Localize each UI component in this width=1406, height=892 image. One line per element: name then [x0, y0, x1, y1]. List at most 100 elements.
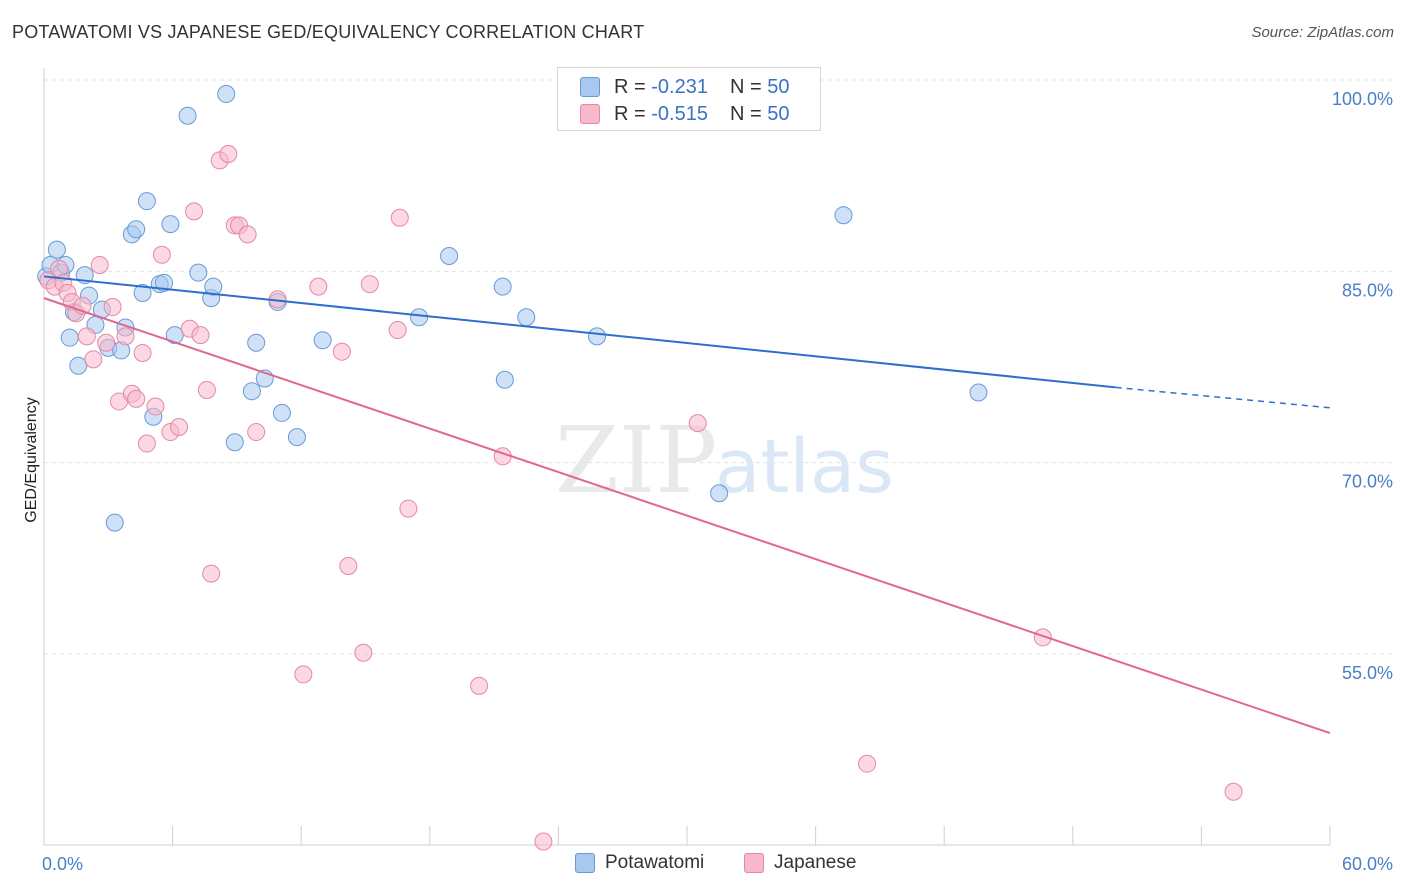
japanese-point[interactable] [202, 564, 221, 583]
potawatomi-point[interactable] [189, 263, 208, 282]
x-tick-label: 60.0% [1342, 854, 1393, 874]
japanese-point[interactable] [399, 499, 418, 518]
tick-labels: 100.0% 85.0% 70.0% 55.0% 0.0% 60.0% [42, 89, 1393, 874]
potawatomi-point[interactable] [440, 247, 459, 266]
potawatomi-point[interactable] [60, 328, 79, 347]
japanese-point[interactable] [77, 327, 96, 346]
r-value: -0.515 [651, 102, 708, 125]
chart-title: POTAWATOMI VS JAPANESE GED/EQUIVALENCY C… [12, 22, 645, 42]
potawatomi-swatch [580, 77, 600, 97]
potawatomi-point[interactable] [587, 327, 606, 346]
japanese-point[interactable] [1033, 628, 1052, 647]
potawatomi-point[interactable] [105, 513, 124, 532]
japanese-legend-label: Japanese [774, 852, 857, 873]
potawatomi-point[interactable] [834, 206, 853, 225]
n-label: N = [729, 102, 762, 125]
potawatomi-point[interactable] [272, 403, 291, 422]
y-tick-label: 100.0% [1332, 89, 1393, 109]
y-tick-label: 70.0% [1342, 472, 1393, 492]
japanese-point[interactable] [858, 754, 877, 773]
japanese-point[interactable] [247, 423, 266, 442]
japanese-point[interactable] [238, 225, 257, 244]
n-label: N = [729, 75, 762, 98]
japanese-point[interactable] [90, 255, 109, 274]
r-value: -0.231 [651, 75, 708, 98]
japanese-point[interactable] [127, 389, 146, 408]
potawatomi-point[interactable] [127, 220, 146, 239]
potawatomi-point[interactable] [133, 284, 152, 303]
japanese-point[interactable] [191, 326, 210, 345]
potawatomi-point[interactable] [69, 356, 88, 375]
potawatomi-point[interactable] [287, 428, 306, 447]
potawatomi-point[interactable] [47, 240, 66, 259]
potawatomi-point[interactable] [178, 106, 197, 125]
potawatomi-point[interactable] [204, 277, 223, 296]
japanese-point[interactable] [354, 643, 373, 662]
japanese-point[interactable] [197, 380, 216, 399]
japanese-point[interactable] [137, 434, 156, 453]
potawatomi-point[interactable] [969, 383, 988, 402]
japanese-point[interactable] [688, 414, 707, 433]
japanese-point[interactable] [360, 275, 379, 294]
japanese-point[interactable] [1224, 782, 1243, 801]
japanese-point[interactable] [152, 245, 171, 264]
n-value: 50 [767, 75, 790, 98]
potawatomi-point[interactable] [247, 333, 266, 352]
legend-row-potawatomi: R = -0.231 N = 50 [580, 76, 789, 98]
potawatomi-trendline-extension [1115, 386, 1331, 409]
japanese-point[interactable] [103, 298, 122, 317]
japanese-point[interactable] [339, 556, 358, 575]
japanese-point[interactable] [97, 333, 116, 352]
potawatomi-point[interactable] [493, 277, 512, 296]
potawatomi-point[interactable] [217, 85, 236, 104]
japanese-point[interactable] [185, 202, 204, 221]
japanese-legend-swatch [744, 853, 764, 873]
japanese-point[interactable] [470, 676, 489, 695]
trend-lines [43, 275, 1331, 735]
potawatomi-point[interactable] [517, 308, 536, 327]
y-tick-label: 85.0% [1342, 280, 1393, 300]
x-tick-label: 0.0% [42, 854, 83, 874]
potawatomi-point[interactable] [161, 215, 180, 234]
japanese-point[interactable] [388, 321, 407, 340]
chart-source: Source: ZipAtlas.com [1251, 24, 1394, 41]
y-tick-label: 55.0% [1342, 663, 1393, 683]
potawatomi-point[interactable] [495, 370, 514, 389]
stats-legend: R = -0.231 N = 50 R = -0.515 N = 50 [557, 67, 821, 131]
n-value: 50 [767, 102, 790, 125]
r-label: R = [614, 75, 646, 98]
potawatomi-point[interactable] [165, 326, 184, 345]
japanese-point[interactable] [534, 832, 553, 851]
potawatomi-point[interactable] [410, 308, 429, 327]
japanese-point[interactable] [116, 327, 135, 346]
japanese-point[interactable] [294, 665, 313, 684]
japanese-swatch [580, 104, 600, 124]
legend-row-japanese: R = -0.515 N = 50 [580, 103, 789, 125]
potawatomi-point[interactable] [137, 192, 156, 211]
japanese-point[interactable] [309, 277, 328, 296]
japanese-point[interactable] [146, 397, 165, 416]
potawatomi-trendline [43, 275, 1116, 389]
japanese-point[interactable] [84, 350, 103, 369]
potawatomi-legend-swatch [575, 853, 595, 873]
potawatomi-legend-label: Potawatomi [605, 852, 705, 873]
potawatomi-point[interactable] [313, 331, 332, 350]
japanese-point[interactable] [332, 342, 351, 361]
potawatomi-point[interactable] [710, 484, 729, 503]
potawatomi-point[interactable] [242, 382, 261, 401]
legend-item-japanese[interactable]: Japanese [744, 852, 856, 874]
japanese-point[interactable] [219, 144, 238, 163]
legend-item-potawatomi[interactable]: Potawatomi [575, 852, 704, 874]
watermark-atlas: atlas [715, 424, 894, 510]
y-axis-label: GED/Equivalency [23, 397, 40, 522]
japanese-point[interactable] [170, 417, 189, 436]
japanese-point[interactable] [133, 343, 152, 362]
r-label: R = [614, 102, 646, 125]
series-legend: Potawatomi Japanese [0, 852, 1406, 878]
japanese-point[interactable] [390, 208, 409, 227]
potawatomi-point[interactable] [155, 273, 174, 292]
japanese-trendline [43, 297, 1331, 735]
potawatomi-point[interactable] [225, 433, 244, 452]
axes [43, 68, 1331, 846]
